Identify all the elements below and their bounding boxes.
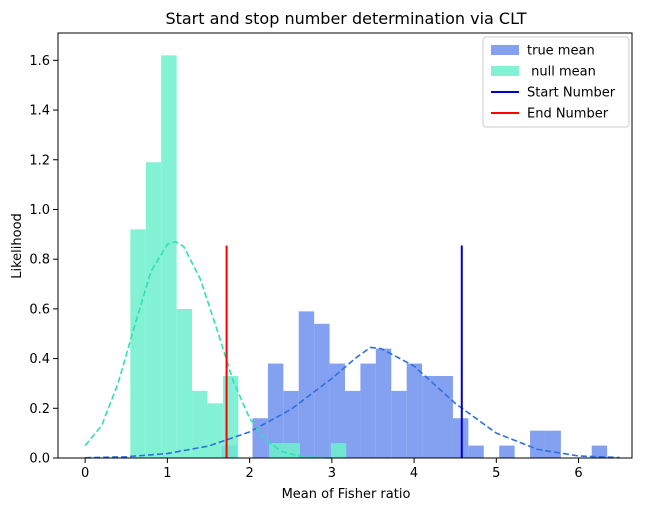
- histogram-bar-null-mean: [161, 55, 177, 459]
- histogram-bar-true-mean: [499, 445, 515, 458]
- histogram-bar-null-mean: [269, 443, 285, 458]
- x-tick-label: 3: [328, 466, 336, 481]
- histogram-bar-true-mean: [252, 418, 268, 458]
- plot-area: [84, 55, 620, 459]
- histogram-bar-null-mean: [192, 390, 208, 458]
- x-tick-label: 6: [574, 466, 582, 481]
- axes-frame: [57, 32, 633, 459]
- fit-curve-null-mean: [84, 240, 332, 459]
- y-tick-label: 1.4: [29, 104, 50, 119]
- histogram-bar-true-mean: [422, 375, 438, 458]
- x-tick-label: 1: [163, 466, 171, 481]
- histogram-bar-true-mean: [452, 418, 469, 458]
- histogram-bar-true-mean: [591, 445, 608, 458]
- legend-box: [482, 36, 630, 128]
- histogram-bar-true-mean: [345, 390, 361, 458]
- legend-label: true mean: [527, 44, 595, 59]
- histogram-bar-true-mean: [283, 390, 299, 458]
- y-tick-label: 1.6: [29, 54, 50, 69]
- histogram-bar-true-mean: [468, 445, 484, 458]
- x-tick-label: 5: [492, 466, 500, 481]
- histogram-bar-null-mean: [284, 443, 300, 458]
- histogram-bar-null-mean: [330, 443, 347, 458]
- histogram-bar-true-mean: [406, 363, 423, 458]
- y-axis-label: Likelihood: [10, 213, 25, 279]
- legend-label: End Number: [527, 107, 609, 122]
- histogram-bar-true-mean: [391, 390, 407, 458]
- y-tick-label: 0.2: [29, 402, 50, 417]
- chart-title: Start and stop number determination via …: [165, 9, 526, 28]
- fit-curve-true-mean: [85, 346, 620, 459]
- legend-label: Start Number: [527, 86, 616, 101]
- x-tick-label: 4: [410, 466, 418, 481]
- histogram-bar-true-mean: [329, 363, 345, 458]
- y-tick-label: 0.8: [29, 253, 50, 268]
- y-tick-label: 1.2: [29, 153, 50, 168]
- histogram-bar-true-mean: [267, 363, 284, 458]
- legend: true mean null mean Start Number End Numbe…: [482, 36, 630, 128]
- y-tick-label: 0.0: [29, 452, 50, 467]
- histogram-bar-true-mean: [314, 323, 330, 458]
- axes: 0 1 2 3 4 5 6 0.0 0.2 0.4 0.6 0.8 1.0 1.2 1.4 1.6: [29, 32, 633, 481]
- histogram-bar-null-mean: [207, 403, 223, 458]
- histogram-bar-true-mean: [545, 430, 561, 458]
- histogram-bar-true-mean: [298, 311, 315, 458]
- x-tick-label: 2: [245, 466, 253, 481]
- x-axis-label: Mean of Fisher ratio: [282, 487, 411, 502]
- legend-swatch: [491, 66, 519, 76]
- x-tick-label: 0: [81, 466, 89, 481]
- histogram-bar-null-mean: [176, 308, 193, 458]
- histogram-bar-true-mean: [437, 375, 453, 458]
- histogram-bar-true-mean: [360, 363, 376, 458]
- legend-label: null mean: [527, 65, 596, 80]
- y-tick-label: 0.6: [29, 302, 50, 317]
- histogram-bar-true-mean: [530, 430, 546, 458]
- y-tick-label: 1.0: [29, 203, 50, 218]
- histogram-bar-true-mean: [375, 348, 392, 458]
- legend-swatch: [491, 45, 519, 55]
- histogram-bar-null-mean: [130, 229, 146, 458]
- y-tick-label: 0.4: [29, 352, 50, 367]
- histogram-bar-null-mean: [145, 162, 162, 459]
